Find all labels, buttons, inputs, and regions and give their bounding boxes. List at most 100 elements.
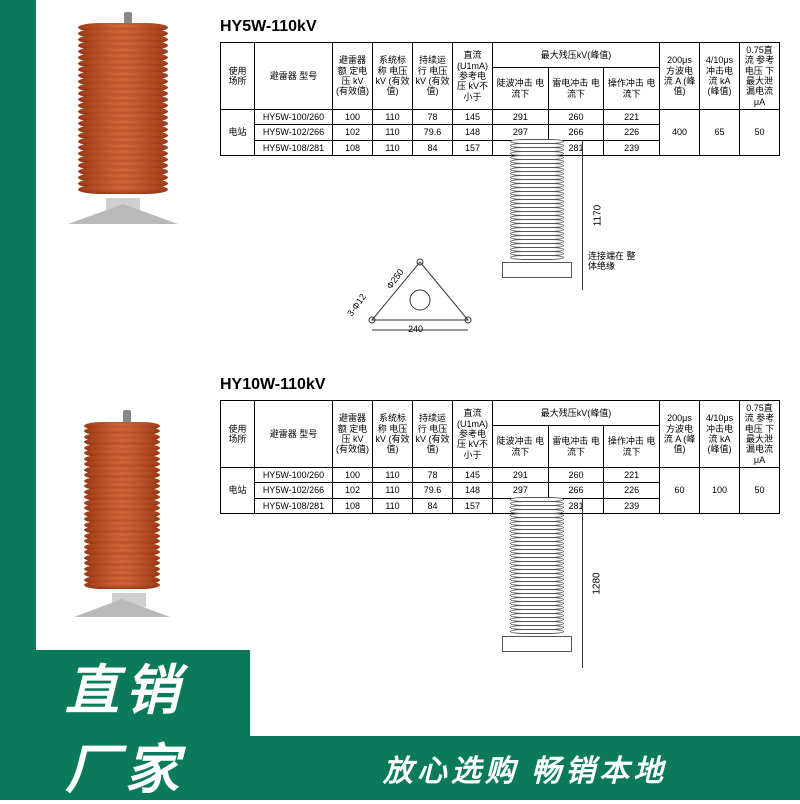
th2-sw: 操作冲击 电流下	[604, 426, 660, 468]
cell-dc: 157	[453, 140, 493, 155]
cell-dc: 148	[453, 483, 493, 498]
th2-model: 避雷器 型号	[255, 401, 333, 468]
th-max-res: 最大残压kV(峰值)	[493, 43, 660, 68]
table-row: 电站HY5W-100/26010011078145291260221601005…	[221, 468, 780, 483]
arrester-image-1	[78, 26, 178, 224]
cell-dc: 145	[453, 468, 493, 483]
cell-cov: 84	[413, 498, 453, 513]
th-leak: 0.75直流 参考电压 下最大泄 漏电流μA	[740, 43, 780, 110]
th2-leak: 0.75直流 参考电压 下最大泄 漏电流μA	[740, 401, 780, 468]
cell-sys: 110	[373, 110, 413, 125]
th2-steep: 陡波冲击 电流下	[493, 426, 549, 468]
cell-model: HY5W-102/266	[255, 125, 333, 140]
cell-sys: 110	[373, 498, 413, 513]
cell-rated: 102	[333, 483, 373, 498]
spec-table-2: 使用 场所 避雷器 型号 避雷器额 定电压 kV (有效值) 系统标称 电压 k…	[220, 400, 780, 514]
banner-right: 放心选购 畅销本地	[250, 736, 800, 800]
cell-model: HY5W-108/281	[255, 140, 333, 155]
spec-table-1: 使用 场所 避雷器 型号 避雷器额 定电压 kV (有效值) 系统标称 电压 k…	[220, 42, 780, 156]
th-steep: 陡波冲击 电流下	[493, 68, 549, 110]
dim-height-1: 1170	[592, 204, 603, 226]
th2-dc: 直流 (U1mA) 参考电压 kV不小于	[453, 401, 493, 468]
spec-title-2: HY10W-110kV	[220, 376, 780, 394]
cell-sw: 226	[604, 483, 660, 498]
banner-left-line2: 厂家	[65, 725, 185, 804]
spec-title-1: HY5W-110kV	[220, 18, 780, 36]
cell-rated: 102	[333, 125, 373, 140]
cell-steep: 291	[493, 110, 549, 125]
banner-left-line1: 直销	[65, 646, 185, 725]
cell-sw: 239	[604, 140, 660, 155]
cell-sw: 226	[604, 125, 660, 140]
cell-model: HY5W-100/260	[255, 468, 333, 483]
tech-drawing-1: 1170 连接端在 整体绝缘	[510, 140, 572, 278]
cell-site: 电站	[221, 468, 255, 514]
cell-model: HY5W-100/260	[255, 110, 333, 125]
cell-steep: 291	[493, 468, 549, 483]
th-rated: 避雷器额 定电压 kV (有效值)	[333, 43, 373, 110]
cell-light: 260	[548, 468, 604, 483]
cell-rated: 108	[333, 140, 373, 155]
th-cov: 持续运行 电压kV (有效值)	[413, 43, 453, 110]
spec-block-1: HY5W-110kV 使用 场所 避雷器 型号 避雷器额 定电压 kV (有效值…	[220, 18, 780, 156]
cell-sys: 110	[373, 125, 413, 140]
th-light: 雷电冲击 电流下	[548, 68, 604, 110]
dim-height-2: 1280	[592, 572, 603, 594]
th-model: 避雷器 型号	[255, 43, 333, 110]
cell-light: 260	[548, 110, 604, 125]
cell-dc: 157	[453, 498, 493, 513]
spec-block-2: HY10W-110kV 使用 场所 避雷器 型号 避雷器额 定电压 kV (有效…	[220, 376, 780, 514]
cell-steep: 297	[493, 483, 549, 498]
page-root: HY5W-110kV 使用 场所 避雷器 型号 避雷器额 定电压 kV (有效值…	[0, 0, 800, 800]
banner-left: 直销 厂家	[0, 650, 250, 800]
th-sq: 200μs 方波电流 A (峰值)	[660, 43, 700, 110]
tech-drawing-2: 1280	[510, 498, 572, 652]
cell-site: 电站	[221, 110, 255, 156]
th-dc: 直流 (U1mA) 参考电压 kV不小于	[453, 43, 493, 110]
cell-sys: 110	[373, 140, 413, 155]
cell-sys: 110	[373, 483, 413, 498]
cell-sw: 221	[604, 468, 660, 483]
th-imp: 4/10μs 冲击电流 kA (峰值)	[700, 43, 740, 110]
cell-model: HY5W-102/266	[255, 483, 333, 498]
cell-leak: 50	[740, 468, 780, 514]
cell-cov: 79.6	[413, 483, 453, 498]
cell-rated: 108	[333, 498, 373, 513]
banner-right-text: 放心选购 畅销本地	[383, 746, 667, 790]
cell-light: 266	[548, 125, 604, 140]
drawing-note-1: 连接端在 整体绝缘	[588, 252, 638, 272]
cell-rated: 100	[333, 468, 373, 483]
cell-light: 266	[548, 483, 604, 498]
cell-cov: 79.6	[413, 125, 453, 140]
arrester-image-2	[84, 424, 170, 619]
th-use-site: 使用 场所	[221, 43, 255, 110]
cell-imp: 65	[700, 110, 740, 156]
th-sys: 系统标称 电压 kV (有效值)	[373, 43, 413, 110]
cell-sys: 110	[373, 468, 413, 483]
dim-base-w: 240	[408, 324, 423, 334]
cell-dc: 148	[453, 125, 493, 140]
cell-sq: 60	[660, 468, 700, 514]
baseplan-1: 3-Φ12 Φ250 240	[360, 256, 480, 336]
cell-cov: 84	[413, 140, 453, 155]
th2-sys: 系统标称 电压 kV (有效值)	[373, 401, 413, 468]
th2-imp: 4/10μs 冲击电流 kA (峰值)	[700, 401, 740, 468]
cell-imp: 100	[700, 468, 740, 514]
th2-use-site: 使用 场所	[221, 401, 255, 468]
th2-light: 雷电冲击 电流下	[548, 426, 604, 468]
cell-leak: 50	[740, 110, 780, 156]
cell-sw: 239	[604, 498, 660, 513]
cell-dc: 145	[453, 110, 493, 125]
cell-cov: 78	[413, 110, 453, 125]
cell-cov: 78	[413, 468, 453, 483]
cell-model: HY5W-108/281	[255, 498, 333, 513]
table-row: 电站HY5W-100/26010011078145291260221400655…	[221, 110, 780, 125]
th-sw: 操作冲击 电流下	[604, 68, 660, 110]
th2-sq: 200μs 方波电流 A (峰值)	[660, 401, 700, 468]
cell-rated: 100	[333, 110, 373, 125]
th2-rated: 避雷器额 定电压 kV (有效值)	[333, 401, 373, 468]
th2-max-res: 最大残压kV(峰值)	[493, 401, 660, 426]
cell-steep: 297	[493, 125, 549, 140]
cell-sw: 221	[604, 110, 660, 125]
th2-cov: 持续运行 电压kV (有效值)	[413, 401, 453, 468]
